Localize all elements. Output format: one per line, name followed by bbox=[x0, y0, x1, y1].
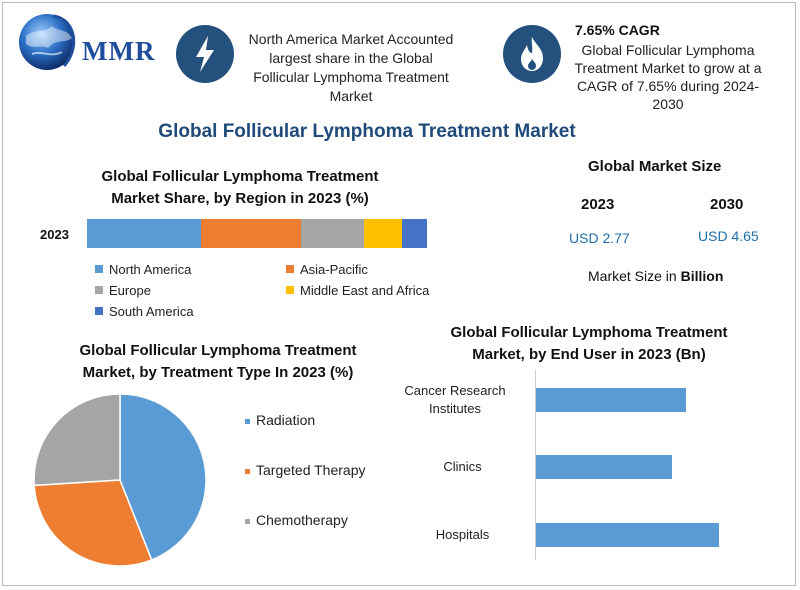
enduser-chart-title: Global Follicular Lymphoma Treatment Mar… bbox=[450, 324, 728, 363]
region-legend-item: Europe bbox=[95, 283, 151, 298]
region-legend-item: Asia-Pacific bbox=[286, 262, 368, 277]
flame-icon bbox=[521, 37, 543, 71]
enduser-category-label: Clinics bbox=[443, 459, 482, 474]
market-size-value-2023: USD 2.77 bbox=[569, 230, 630, 246]
legend-label: South America bbox=[109, 304, 194, 319]
treatment-legend-item: Targeted Therapy bbox=[245, 462, 365, 478]
region-bar-segment bbox=[401, 219, 427, 248]
mmr-logo: MMR bbox=[14, 8, 164, 83]
enduser-bar-chart: Cancer Research Institutes Clinics Hospita… bbox=[400, 370, 790, 560]
treatment-legend-item: Chemotherapy bbox=[245, 512, 348, 528]
region-callout: North America Market Accounted largest s… bbox=[248, 31, 454, 104]
globe-icon bbox=[19, 14, 76, 70]
cagr-title: 7.65% CAGR bbox=[575, 22, 660, 38]
legend-label: Europe bbox=[109, 283, 151, 298]
region-chart-title: Global Follicular Lymphoma Treatment Mar… bbox=[101, 168, 379, 207]
legend-swatch bbox=[245, 519, 250, 524]
legend-swatch bbox=[286, 265, 294, 273]
pie-slice-chemotherapy bbox=[33, 393, 121, 487]
region-bar-segment bbox=[200, 219, 301, 248]
legend-label: Radiation bbox=[256, 412, 316, 428]
region-legend-item: South America bbox=[95, 304, 194, 319]
region-bar-segment bbox=[87, 219, 201, 248]
flame-badge bbox=[503, 25, 561, 83]
market-size-value-2030: USD 4.65 bbox=[698, 228, 759, 244]
enduser-bar bbox=[536, 455, 672, 479]
legend-swatch bbox=[245, 419, 250, 424]
market-size-unit-bold: Billion bbox=[680, 268, 724, 284]
region-legend-item: North America bbox=[95, 262, 191, 277]
treatment-legend-item: Radiation bbox=[245, 412, 315, 428]
legend-swatch bbox=[95, 265, 103, 273]
treatment-legend: Radiation Targeted Therapy Chemotherapy bbox=[245, 412, 405, 532]
lightning-icon bbox=[196, 36, 214, 72]
enduser-bar bbox=[536, 388, 687, 412]
market-size-title: Global Market Size bbox=[588, 158, 722, 175]
legend-swatch bbox=[245, 469, 250, 474]
market-size-year-2023: 2023 bbox=[581, 196, 615, 213]
pie-slice-targeted-therapy bbox=[33, 479, 153, 567]
legend-label: North America bbox=[109, 262, 192, 277]
market-size-year-2030: 2030 bbox=[710, 196, 744, 213]
legend-label: Targeted Therapy bbox=[256, 462, 366, 478]
region-stacked-bar bbox=[87, 219, 427, 248]
pie-slice-radiation bbox=[119, 393, 207, 561]
market-size-unit: Market Size in Billion bbox=[588, 268, 723, 284]
region-bar-segment bbox=[363, 219, 402, 248]
legend-swatch bbox=[95, 307, 103, 315]
enduser-bar bbox=[536, 523, 720, 547]
region-legend-item: Middle East and Africa bbox=[286, 283, 429, 298]
legend-label: Asia-Pacific bbox=[300, 262, 368, 277]
lightning-badge bbox=[176, 25, 234, 83]
enduser-axis-line bbox=[535, 370, 536, 560]
enduser-category-label: Hospitals bbox=[435, 527, 490, 542]
legend-label: Chemotherapy bbox=[256, 512, 348, 528]
legend-swatch bbox=[286, 286, 294, 294]
enduser-category-label: Cancer Research Institutes bbox=[404, 383, 506, 416]
cagr-callout: Global Follicular Lymphoma Treatment Mar… bbox=[574, 42, 762, 112]
main-title: Global Follicular Lymphoma Treatment Mar… bbox=[158, 121, 576, 142]
treatment-pie-chart bbox=[33, 393, 207, 567]
legend-label: Middle East and Africa bbox=[300, 283, 430, 298]
logo-text: MMR bbox=[82, 36, 156, 66]
market-size-unit-prefix: Market Size in bbox=[588, 268, 681, 284]
region-legend: North America Asia-Pacific Europe Middle Ea… bbox=[95, 262, 495, 322]
legend-swatch bbox=[95, 286, 103, 294]
region-bar-year-label: 2023 bbox=[40, 227, 69, 242]
treatment-chart-title: Global Follicular Lymphoma Treatment Mar… bbox=[79, 342, 357, 381]
region-bar-segment bbox=[300, 219, 364, 248]
